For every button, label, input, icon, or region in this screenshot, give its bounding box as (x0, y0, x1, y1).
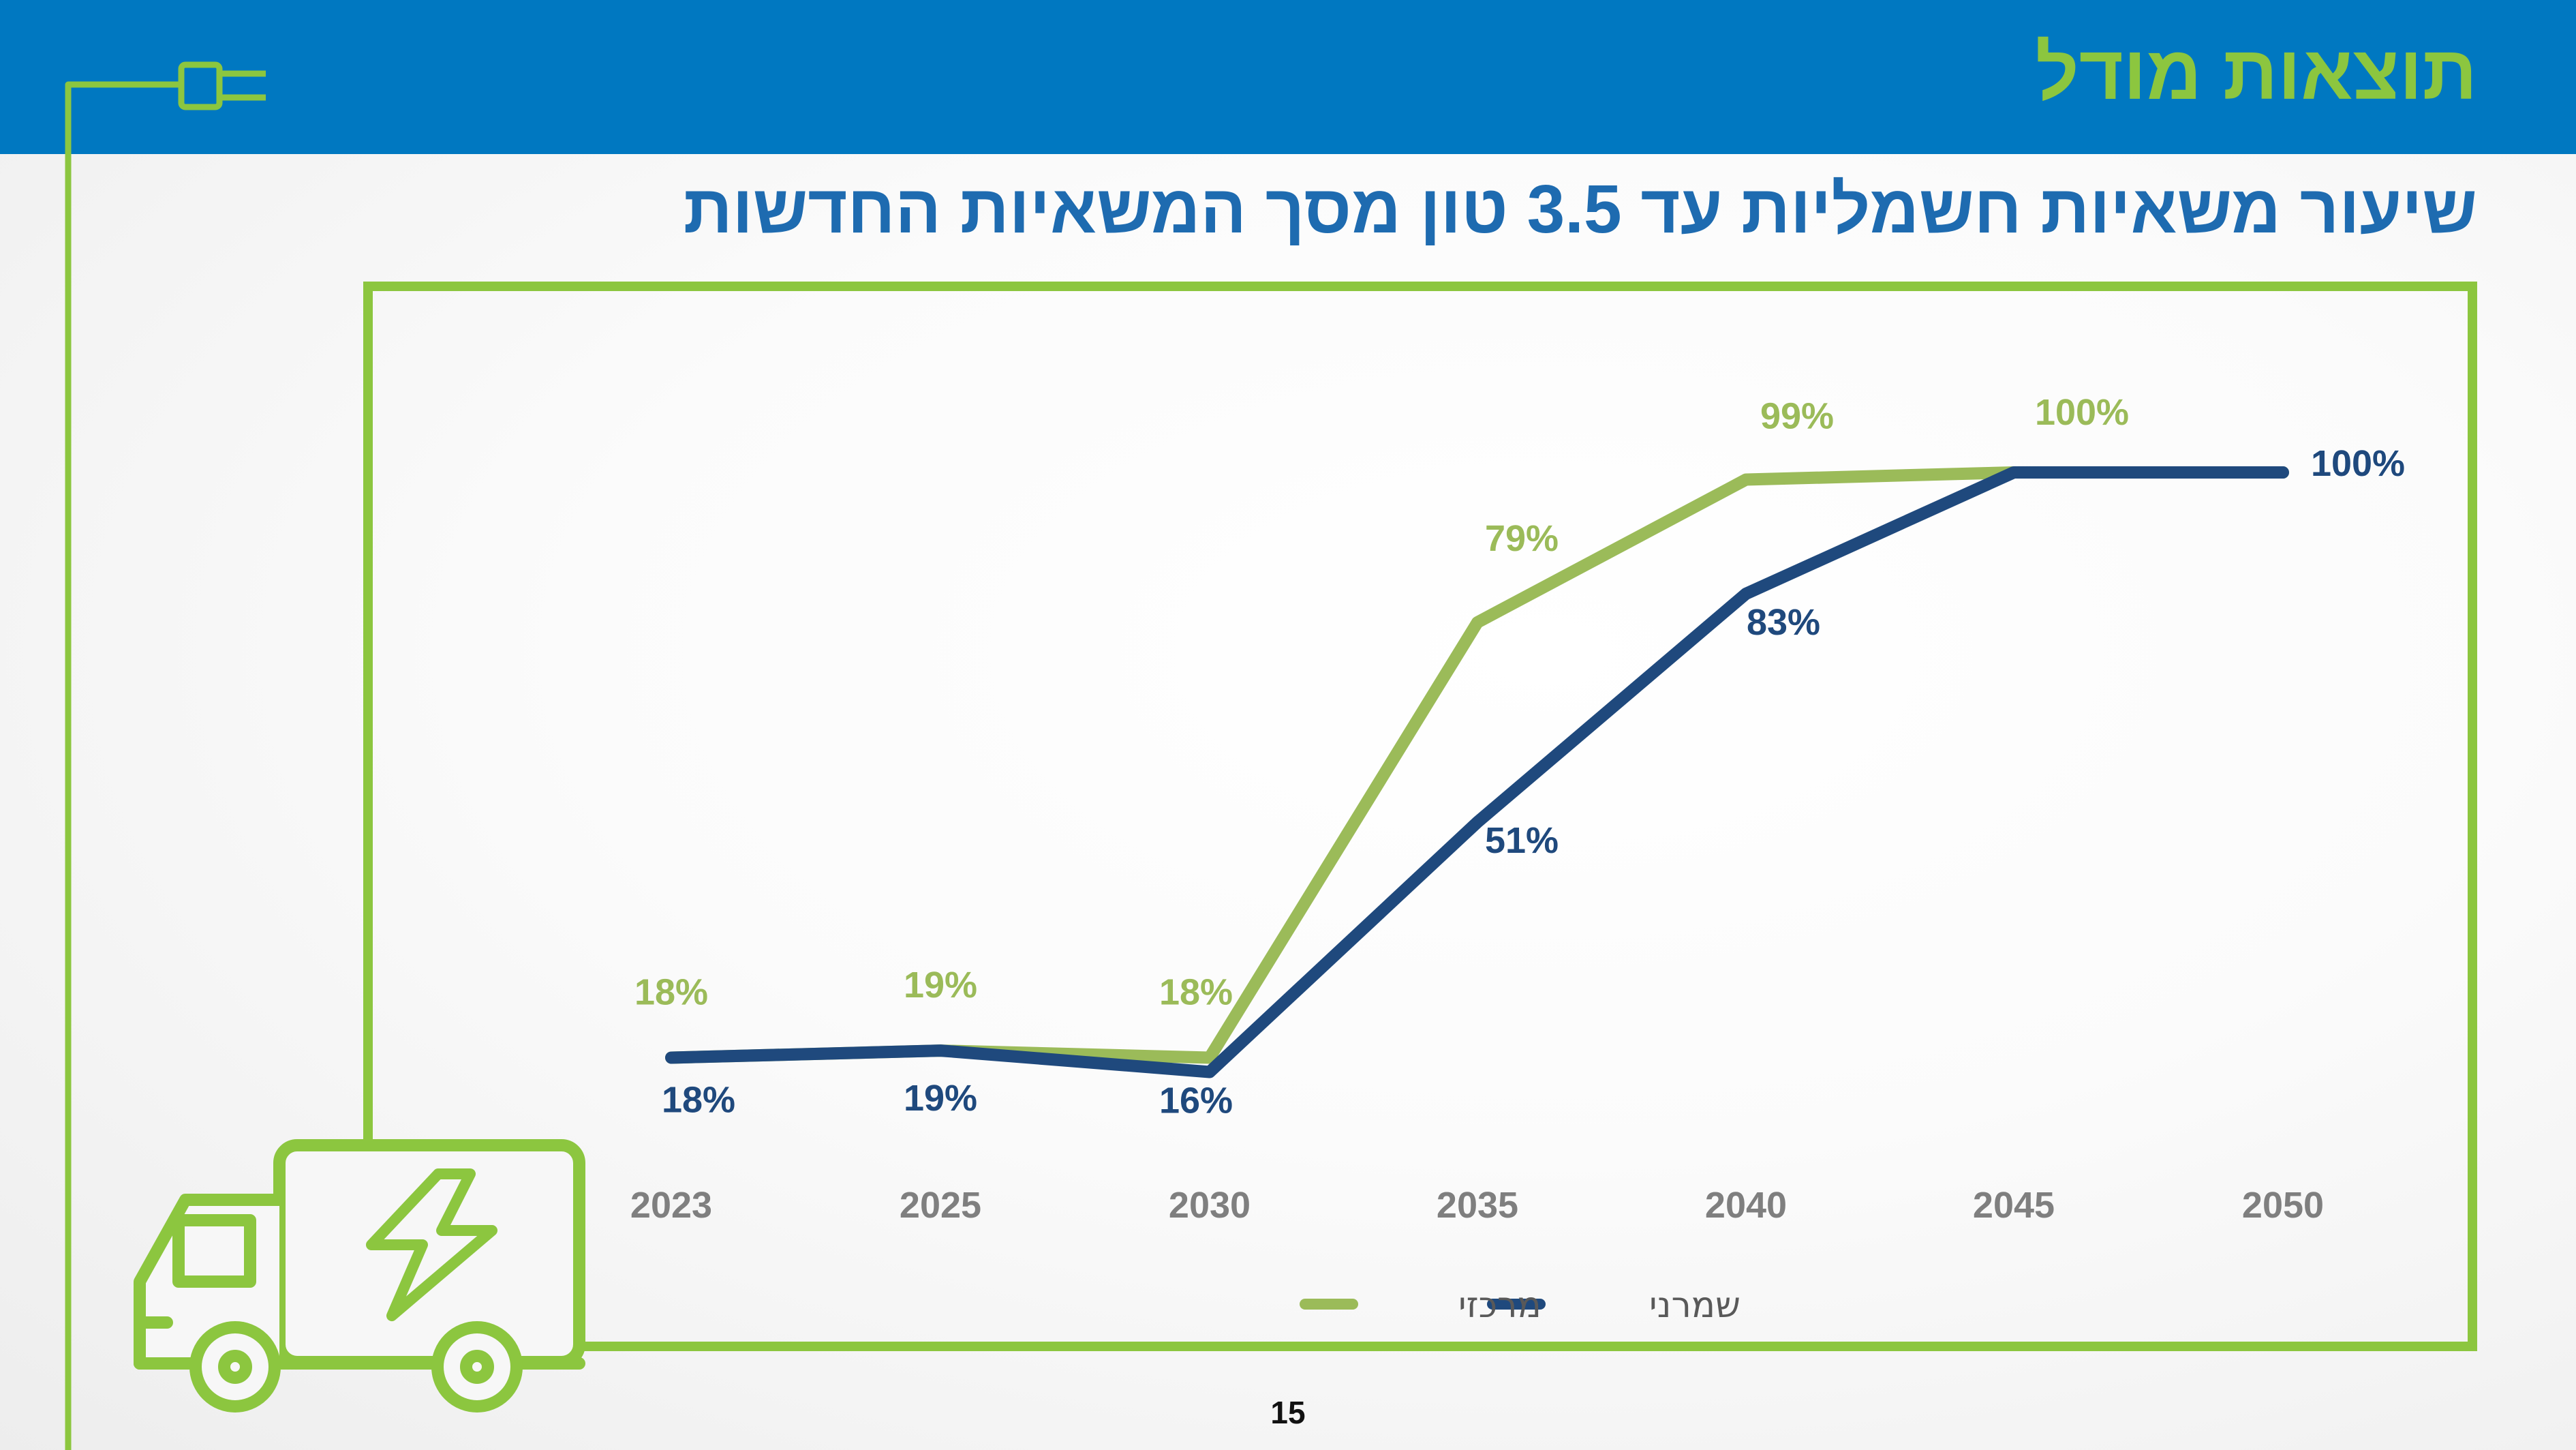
page-title: תוצאות מודל (2035, 30, 2477, 115)
data-label: 51% (1485, 820, 1559, 861)
data-label: 99% (1760, 395, 1834, 436)
page-number: 15 (1270, 1395, 1306, 1430)
x-tick-label: 2035 (1437, 1185, 1518, 1226)
data-label: 100% (2311, 443, 2405, 484)
data-label: 79% (1485, 518, 1559, 559)
data-label: 18% (662, 1080, 735, 1121)
x-tick-label: 2023 (630, 1185, 712, 1226)
series-line-conservative (665, 466, 2289, 1078)
data-label: 83% (1747, 602, 1820, 643)
data-label: 19% (904, 965, 977, 1006)
data-label: 100% (2035, 392, 2129, 433)
data-label: 18% (634, 972, 708, 1013)
x-tick-label: 2025 (900, 1185, 981, 1226)
x-tick-label: 2045 (1973, 1185, 2055, 1226)
x-tick-label: 2050 (2242, 1185, 2324, 1226)
chart-legend: שמרני מרכזי (1300, 1285, 1741, 1326)
line-chart: 2023 2025 2030 2035 2040 2045 2050 18% 19% 18% 79%… (630, 392, 2406, 1326)
data-label: 16% (1159, 1080, 1233, 1121)
electric-truck-icon (134, 1139, 585, 1413)
x-tick-label: 2030 (1169, 1185, 1251, 1226)
data-label: 18% (1159, 972, 1233, 1013)
chart-frame (363, 282, 2477, 1351)
plug-icon (65, 61, 266, 1450)
header-bar (0, 0, 2576, 154)
legend-label: מרכזי (1458, 1285, 1542, 1326)
data-label: 19% (904, 1078, 977, 1119)
legend-label: שמרני (1649, 1285, 1741, 1326)
slide-subtitle: שיעור משאיות חשמליות עד 3.5 טון מסך המשא… (683, 171, 2477, 247)
x-tick-label: 2040 (1705, 1185, 1787, 1226)
